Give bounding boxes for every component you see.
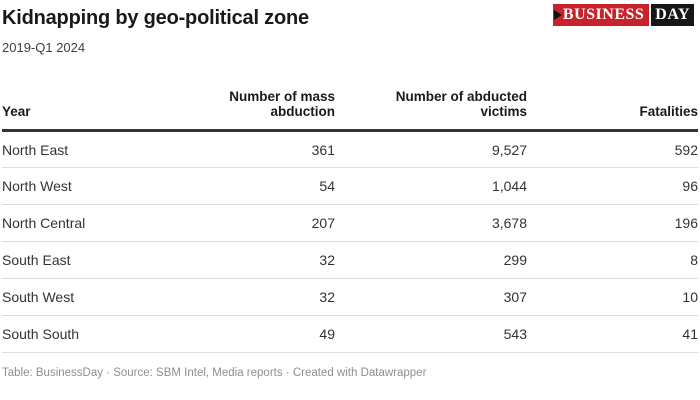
mass-abduction-cell: 54 [202,167,335,205]
mass-abduction-cell: 32 [202,278,335,316]
victims-cell: 307 [335,278,527,316]
column-header-mass-abduction: Number of mass abduction [202,89,335,132]
logo-business-text: BUSINESS [562,6,645,23]
mass-abduction-cell: 361 [202,130,335,168]
attribution-text: Table: BusinessDay · Source: SBM Intel, … [2,367,427,379]
column-header-abducted-victims: Number of abducted victims [335,89,527,132]
zone-cell: South South [2,315,202,353]
logo-business-box: BUSINESS [552,4,650,26]
fatalities-cell: 41 [527,315,698,353]
victims-cell: 3,678 [335,204,527,242]
table-row: South West 32 307 10 [2,278,698,316]
play-arrow-icon [553,10,562,20]
zone-cell: North West [2,167,202,205]
victims-cell: 9,527 [335,130,527,168]
logo-day-text: DAY [655,6,690,23]
fatalities-cell: 592 [527,130,698,168]
mass-abduction-cell: 207 [202,204,335,242]
table-row: North Central 207 3,678 196 [2,204,698,242]
table-row: North East 361 9,527 592 [2,130,698,168]
victims-cell: 299 [335,241,527,279]
logo-day-box: DAY [651,4,694,26]
table-row: South East 32 299 8 [2,241,698,279]
victims-cell: 543 [335,315,527,353]
fatalities-cell: 8 [527,241,698,279]
zone-cell: South West [2,278,202,316]
header-row: Year Number of mass abduction Number of … [2,89,698,132]
page-subtitle: 2019-Q1 2024 [2,40,86,55]
zone-cell: North Central [2,204,202,242]
data-table: Year Number of mass abduction Number of … [2,89,698,353]
zone-cell: South East [2,241,202,279]
column-header-year-label: Year [2,104,31,119]
mass-abduction-cell: 32 [202,241,335,279]
column-header-abducted-victims-label: Number of abducted victims [395,89,527,119]
fatalities-cell: 196 [527,204,698,242]
zone-cell: North East [2,130,202,168]
businessday-logo: BUSINESS DAY [552,4,694,26]
column-header-year: Year [2,89,202,132]
fatalities-cell: 10 [527,278,698,316]
victims-cell: 1,044 [335,167,527,205]
column-header-mass-abduction-label: Number of mass abduction [229,89,335,119]
fatalities-cell: 96 [527,167,698,205]
table-row: North West 54 1,044 96 [2,167,698,205]
column-header-fatalities: Fatalities [527,89,698,132]
page-title: Kidnapping by geo-political zone [2,7,309,29]
column-header-fatalities-label: Fatalities [639,104,698,119]
mass-abduction-cell: 49 [202,315,335,353]
table-row: South South 49 543 41 [2,315,698,353]
